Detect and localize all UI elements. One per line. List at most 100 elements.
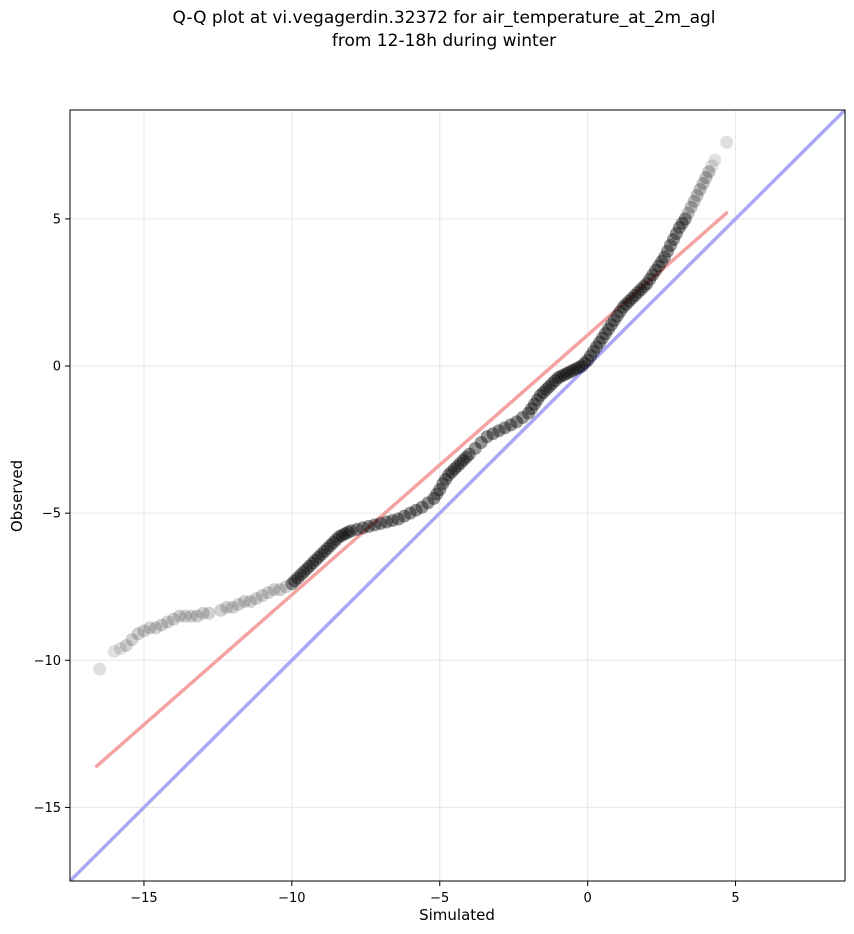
data-point [699, 171, 713, 185]
data-point [356, 521, 370, 535]
data-point [693, 182, 707, 196]
data-point [421, 496, 435, 510]
data-point [456, 453, 470, 467]
x-axis-ticks: −15 −10 −5 0 5 [130, 881, 740, 906]
data-point [137, 624, 151, 638]
data-point [125, 633, 139, 647]
data-point [595, 331, 609, 345]
data-point [687, 194, 701, 208]
x-tick-label: −10 [278, 891, 305, 906]
data-point [581, 353, 595, 367]
data-point [303, 559, 317, 573]
chart-subtitle: from 12-18h during winter [331, 31, 557, 51]
data-point [474, 436, 488, 450]
data-point [575, 359, 589, 373]
data-point [655, 255, 669, 269]
data-point [708, 153, 722, 167]
data-point [539, 383, 553, 397]
data-point [530, 393, 544, 407]
data-point [587, 344, 601, 358]
data-point [273, 583, 287, 597]
data-point [255, 589, 269, 603]
x-tick-label: −5 [430, 891, 449, 906]
data-points [93, 135, 734, 676]
data-point [536, 386, 550, 400]
y-tick-label: −15 [34, 801, 61, 816]
data-point [533, 388, 547, 402]
x-tick-label: 0 [584, 891, 592, 906]
data-point [675, 216, 689, 230]
data-point [226, 600, 240, 614]
data-point [601, 322, 615, 336]
data-point [462, 447, 476, 461]
data-point [527, 397, 541, 411]
data-point [604, 318, 618, 332]
x-tick-label: 5 [731, 891, 739, 906]
data-point [113, 642, 127, 656]
data-point [625, 291, 639, 305]
data-point [661, 244, 675, 258]
data-point [184, 609, 198, 623]
y-tick-label: 0 [53, 360, 61, 375]
data-point [622, 294, 636, 308]
data-point [155, 618, 169, 632]
data-point [314, 547, 328, 561]
data-point [167, 612, 181, 626]
data-point [294, 568, 308, 582]
data-point [374, 516, 388, 530]
data-point [521, 406, 535, 420]
data-point [560, 366, 574, 380]
data-point [397, 509, 411, 523]
data-point [341, 525, 355, 539]
data-point [720, 135, 734, 149]
chart-title: Q-Q plot at vi.vegagerdin.32372 for air_… [172, 8, 716, 28]
data-point [613, 305, 627, 319]
x-axis-label: Simulated [419, 906, 495, 924]
data-point [498, 421, 512, 435]
data-point [590, 340, 604, 354]
x-tick-label: −15 [130, 891, 157, 906]
data-point [436, 477, 450, 491]
data-point [131, 627, 145, 641]
data-point [619, 297, 633, 311]
data-point [652, 259, 666, 273]
data-point [297, 565, 311, 579]
data-point [572, 360, 586, 374]
data-point [178, 609, 192, 623]
data-point [548, 374, 562, 388]
data-point [628, 288, 642, 302]
data-point [666, 232, 680, 246]
data-point [672, 221, 686, 235]
data-point [504, 418, 518, 432]
data-point [267, 583, 281, 597]
data-point [332, 530, 346, 544]
data-point [288, 574, 302, 588]
data-point [238, 594, 252, 608]
data-point [243, 594, 257, 608]
data-point [643, 272, 657, 286]
data-point [607, 313, 621, 327]
data-point [649, 263, 663, 277]
data-point [196, 606, 210, 620]
data-point [261, 586, 275, 600]
data-point [453, 456, 467, 470]
data-point [678, 212, 692, 226]
data-point [119, 639, 133, 653]
data-point [640, 277, 654, 291]
data-point [598, 327, 612, 341]
data-point [430, 487, 444, 501]
data-point [433, 483, 447, 497]
data-point [442, 468, 456, 482]
data-point [172, 609, 186, 623]
data-point [362, 519, 376, 533]
fit-line [94, 211, 729, 768]
data-point [510, 415, 524, 429]
data-point [214, 603, 228, 617]
data-point [350, 522, 364, 536]
data-point [427, 491, 441, 505]
data-point [107, 644, 121, 658]
data-point [516, 411, 530, 425]
data-point [592, 335, 606, 349]
data-point [279, 580, 293, 594]
data-point [705, 159, 719, 173]
